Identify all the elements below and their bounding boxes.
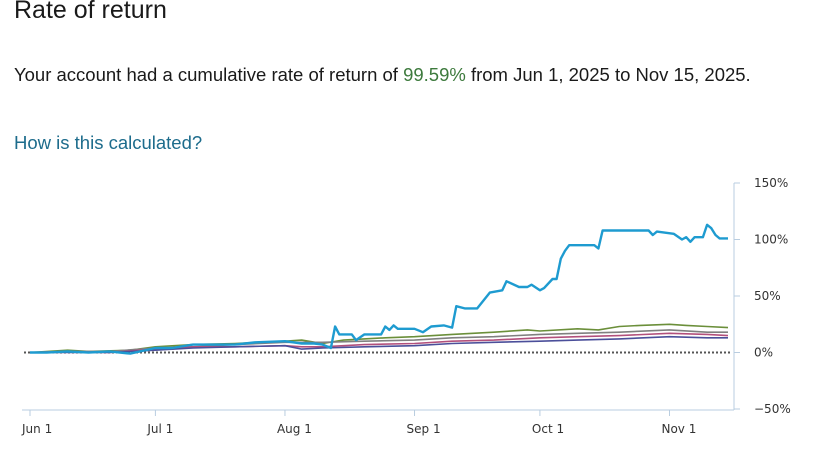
y-tick-label: 150%	[754, 176, 788, 190]
x-tick-label: Oct 1	[532, 422, 564, 436]
y-tick-label: −50%	[754, 402, 791, 416]
series-line-1	[29, 323, 729, 354]
y-tick-label: 50%	[754, 289, 781, 303]
y-tick-label: 100%	[754, 233, 788, 247]
summary-prefix: Your account had a cumulative rate of re…	[14, 64, 404, 85]
x-tick-label: Jul 1	[146, 422, 173, 436]
return-summary: Your account had a cumulative rate of re…	[14, 60, 794, 89]
x-tick-label: Aug 1	[277, 422, 312, 436]
y-tick-label: 0%	[754, 346, 773, 360]
series-line-4	[30, 335, 728, 354]
series-line-5	[30, 223, 728, 355]
x-tick-label: Sep 1	[407, 422, 441, 436]
how-calculated-link[interactable]: How is this calculated?	[14, 132, 203, 153]
x-tick-label: Jun 1	[21, 422, 52, 436]
page-title: Rate of return	[14, 0, 167, 24]
rate-of-return-chart: 150% 100% 50% 0% −50% Jun 1 Jul 1 Aug 1 Sep 1 Oct…	[21, 176, 791, 436]
x-tick-label: Nov 1	[661, 422, 696, 436]
summary-suffix: from Jun 1, 2025 to Nov 15, 2025.	[465, 64, 751, 85]
cumulative-rate-value: 99.59%	[403, 64, 466, 85]
